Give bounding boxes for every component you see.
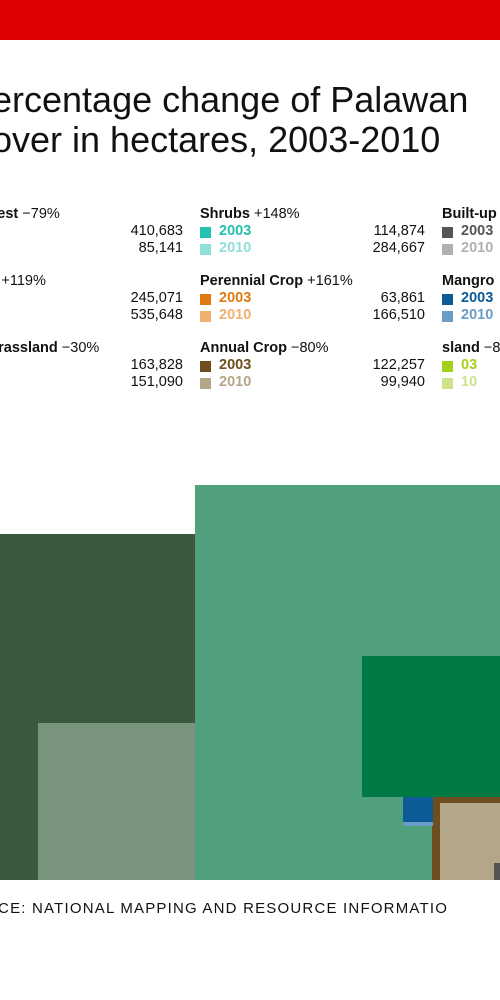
legend-value: 122,257: [372, 357, 425, 373]
legend-year-label: 2010: [219, 240, 252, 256]
legend-year-label: 2003: [219, 290, 252, 306]
legend-percent-change: +161%: [303, 273, 353, 289]
legend-swatch: [442, 244, 453, 255]
legend-year-label: 2003: [219, 223, 252, 239]
treemap-square-forest-2003: [362, 656, 500, 797]
legend-group: Forest +119%03245,07110535,648: [0, 273, 183, 324]
legend-swatch: [200, 244, 211, 255]
legend-group: Built-up 2003 2010: [442, 206, 500, 257]
source-note: RCE: NATIONAL MAPPING AND RESOURCE INFOR…: [0, 900, 449, 917]
legend-group-heading: ated Grassland −30%: [0, 340, 183, 357]
legend-group: Perennial Crop +161% 2003 63,861 2010 166,51…: [200, 273, 425, 324]
legend-percent-change: +119%: [0, 273, 46, 289]
legend-row: 03245,071: [0, 290, 183, 307]
legend-year-label: 2010: [461, 240, 494, 256]
legend-category-name: Mangro: [442, 273, 495, 289]
legend-category-name: ated Grassland: [0, 340, 58, 356]
legend-row: 2010 99,940: [200, 374, 425, 391]
legend-group-heading: Shrubs +148%: [200, 206, 425, 223]
treemap-square-annual-crop-2003: [432, 795, 500, 880]
legend-group: ated Grassland −30%03163,82810151,090: [0, 340, 183, 391]
treemap-square-mangrove-2003: [403, 794, 433, 826]
treemap-chart: [0, 485, 500, 880]
legend-value: 284,667: [372, 240, 425, 256]
legend-row: 2003 63,861: [200, 290, 425, 307]
legend-category-name: sland: [442, 340, 480, 356]
chart-title-line-1: ercentage change of Palawan: [0, 79, 469, 120]
legend-percent-change: −80%: [287, 340, 329, 356]
legend-swatch: [200, 294, 211, 305]
legend-percent-change: −79%: [18, 206, 60, 222]
legend-category-name: ed Forest: [0, 206, 19, 222]
legend-row: 1034,100: [442, 374, 500, 391]
legend-row: 2003: [442, 290, 500, 307]
legend-value: 245,071: [130, 290, 183, 306]
legend-year-label: 2010: [219, 307, 252, 323]
legend-year-label: 2003: [461, 290, 494, 306]
legend-category-name: Built-up: [442, 206, 497, 222]
legend-swatch: [200, 311, 211, 322]
legend-group: Mangro 2003 2010: [442, 273, 500, 324]
legend-value: 99,940: [380, 374, 425, 390]
legend-year-label: 2003: [219, 357, 252, 373]
legend-category-name: Perennial Crop: [200, 273, 304, 289]
legend-row: 03171,651: [442, 357, 500, 374]
legend-swatch: [200, 378, 211, 389]
legend-year-label: 2010: [219, 374, 252, 390]
legend-category-name: Annual Crop: [200, 340, 287, 356]
legend-year-label: 2003: [461, 223, 494, 239]
chart-title-line-2: over in hectares, 2003-2010: [0, 119, 441, 160]
legend-value: 114,874: [373, 223, 425, 239]
legend-group: Shrubs +148% 2003 114,874 2010 284,667: [200, 206, 425, 257]
legend-row: 2010 284,667: [200, 240, 425, 257]
top-accent-bar: [0, 0, 500, 40]
treemap-square-old-forest-2010: [37, 722, 195, 880]
legend-row: 2003: [442, 223, 500, 240]
legend-group-heading: sland −80%: [442, 340, 500, 357]
legend-percent-change: +148%: [249, 206, 300, 222]
legend-percent-change: −30%: [57, 340, 100, 356]
legend-group-heading: Perennial Crop +161%: [200, 273, 425, 290]
legend-row: 03163,828: [0, 357, 183, 374]
legend-group: ed Forest −79%03410,6831085,141: [0, 206, 183, 257]
legend-group-heading: Annual Crop −80%: [200, 340, 425, 357]
legend-row: 10151,090: [0, 374, 183, 391]
legend-swatch: [442, 294, 453, 305]
legend-group-heading: ed Forest −79%: [0, 206, 183, 223]
legend-swatch: [200, 227, 211, 238]
legend-value: 163,828: [130, 357, 183, 373]
legend-swatch: [442, 227, 453, 238]
legend-value: 63,861: [380, 290, 425, 306]
legend-row: 2010 166,510: [200, 307, 425, 324]
treemap-square-annual-crop-2010: [440, 803, 500, 880]
legend-percent-change: −80%: [483, 340, 500, 356]
legend-value: 85,141: [138, 240, 183, 256]
legend-value: 535,648: [130, 307, 183, 323]
legend-category-name: Shrubs: [200, 206, 250, 222]
legend-year-label: 10: [461, 374, 478, 390]
legend-group-heading: Mangro: [442, 273, 500, 290]
legend-row: 2003 122,257: [200, 357, 425, 374]
legend-row: 2003 114,874: [200, 223, 425, 240]
legend-year-label: 03: [461, 357, 478, 373]
legend-group-heading: Built-up: [442, 206, 500, 223]
legend-value: 410,683: [130, 223, 183, 239]
legend-value: 151,090: [130, 374, 183, 390]
legend-swatch: [442, 361, 453, 372]
legend-row: 10535,648: [0, 307, 183, 324]
legend-group: sland −80%03171,6511034,100: [442, 340, 500, 391]
legend-swatch: [442, 311, 453, 322]
legend-year-label: 2010: [461, 307, 494, 323]
legend-row: 2010: [442, 307, 500, 324]
legend-row: 2010: [442, 240, 500, 257]
legend-swatch: [442, 378, 453, 389]
legend-group: Annual Crop −80% 2003 122,257 2010 99,940: [200, 340, 425, 391]
legend-group-heading: Forest +119%: [0, 273, 183, 290]
treemap-square-built-up-2003: [494, 863, 500, 880]
legend-value: 166,510: [372, 307, 425, 323]
legend-row: 1085,141: [0, 240, 183, 257]
legend-row: 03410,683: [0, 223, 183, 240]
legend-swatch: [200, 361, 211, 372]
